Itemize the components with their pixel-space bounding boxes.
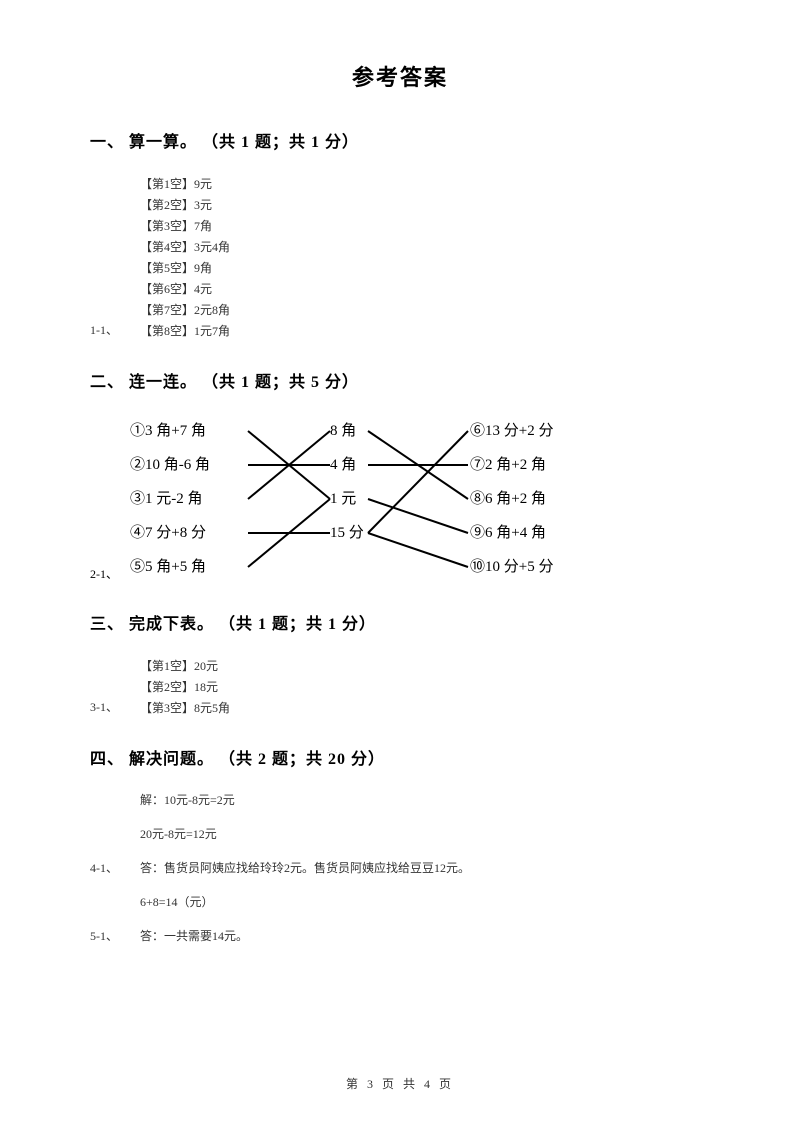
answer-line: 【第2空】3元: [140, 195, 710, 216]
section-2-header: 二、 连一连。 （共 1 题；共 5 分）: [90, 368, 710, 392]
section-3-answers: 【第1空】20元 【第2空】18元 3-1、 【第3空】8元5角: [90, 656, 710, 719]
item-prefix-2-1: 2-1、: [90, 565, 118, 582]
section-4-header: 四、 解决问题。 （共 2 题；共 20 分）: [90, 745, 710, 769]
answer-line: 【第3空】8元5角: [140, 698, 710, 719]
answer-line: 【第7空】2元8角: [140, 300, 710, 321]
solve-line: 解：10元-8元=2元: [140, 791, 710, 809]
answer-line: 【第8空】1元7角: [140, 321, 710, 342]
answer-line: 【第2空】18元: [140, 677, 710, 698]
answer-line: 【第1空】9元: [140, 174, 710, 195]
match-col-left: ①3 角+7 角 ②10 角-6 角 ③1 元-2 角 ④7 分+8 分 ⑤5 …: [130, 414, 270, 584]
match-right-item: ⑧6 角+2 角: [470, 482, 650, 516]
match-mid-item: 4 角: [330, 448, 390, 482]
solve-line: 6+8=14（元）: [140, 893, 710, 911]
section-3-header: 三、 完成下表。 （共 1 题；共 1 分）: [90, 610, 710, 634]
page-title: 参考答案: [90, 60, 710, 92]
answer-line: 【第4空】3元4角: [140, 237, 710, 258]
match-left-item: ②10 角-6 角: [130, 448, 270, 482]
section-1-answers: 【第1空】9元 【第2空】3元 【第3空】7角 【第4空】3元4角 【第5空】9…: [90, 174, 710, 342]
matching-diagram: ①3 角+7 角 ②10 角-6 角 ③1 元-2 角 ④7 分+8 分 ⑤5 …: [130, 414, 670, 584]
match-right-item: ⑨6 角+4 角: [470, 516, 650, 550]
section-4: 四、 解决问题。 （共 2 题；共 20 分） 解：10元-8元=2元 20元-…: [90, 745, 710, 945]
match-right-item: ⑩10 分+5 分: [470, 550, 650, 584]
answer-line: 【第5空】9角: [140, 258, 710, 279]
item-prefix-4-1: 4-1、: [90, 859, 118, 876]
match-col-right: ⑥13 分+2 分 ⑦2 角+2 角 ⑧6 角+2 角 ⑨6 角+4 角 ⑩10…: [470, 414, 650, 584]
match-right-item: ⑦2 角+2 角: [470, 448, 650, 482]
section-2: 二、 连一连。 （共 1 题；共 5 分） ①3 角+7 角 ②10 角-6 角…: [90, 368, 710, 584]
answer-line: 【第1空】20元: [140, 656, 710, 677]
match-right-item: ⑥13 分+2 分: [470, 414, 650, 448]
section-1-header: 一、 算一算。 （共 1 题；共 1 分）: [90, 128, 710, 152]
section-3: 三、 完成下表。 （共 1 题；共 1 分） 【第1空】20元 【第2空】18元…: [90, 610, 710, 719]
match-left-item: ④7 分+8 分: [130, 516, 270, 550]
question-4-1: 解：10元-8元=2元 20元-8元=12元 4-1、 答：售货员阿姨应找给玲玲…: [90, 791, 710, 877]
question-5-1: 6+8=14（元） 5-1、 答：一共需要14元。: [90, 893, 710, 945]
match-left-item: ⑤5 角+5 角: [130, 550, 270, 584]
match-mid-item: 8 角: [330, 414, 390, 448]
match-col-mid: 8 角 4 角 1 元 15 分: [330, 414, 390, 550]
item-prefix-3-1: 3-1、: [90, 698, 118, 715]
match-mid-item: 15 分: [330, 516, 390, 550]
section-1: 一、 算一算。 （共 1 题；共 1 分） 【第1空】9元 【第2空】3元 【第…: [90, 128, 710, 342]
match-left-item: ①3 角+7 角: [130, 414, 270, 448]
answer-line: 【第3空】7角: [140, 216, 710, 237]
solve-line: 答：一共需要14元。: [140, 927, 710, 945]
item-prefix-1-1: 1-1、: [90, 321, 118, 338]
solve-line: 20元-8元=12元: [140, 825, 710, 843]
solve-line: 答：售货员阿姨应找给玲玲2元。售货员阿姨应找给豆豆12元。: [140, 859, 710, 877]
match-mid-item: 1 元: [330, 482, 390, 516]
answer-line: 【第6空】4元: [140, 279, 710, 300]
page-footer: 第 3 页 共 4 页: [0, 1075, 800, 1092]
match-left-item: ③1 元-2 角: [130, 482, 270, 516]
item-prefix-5-1: 5-1、: [90, 927, 118, 944]
